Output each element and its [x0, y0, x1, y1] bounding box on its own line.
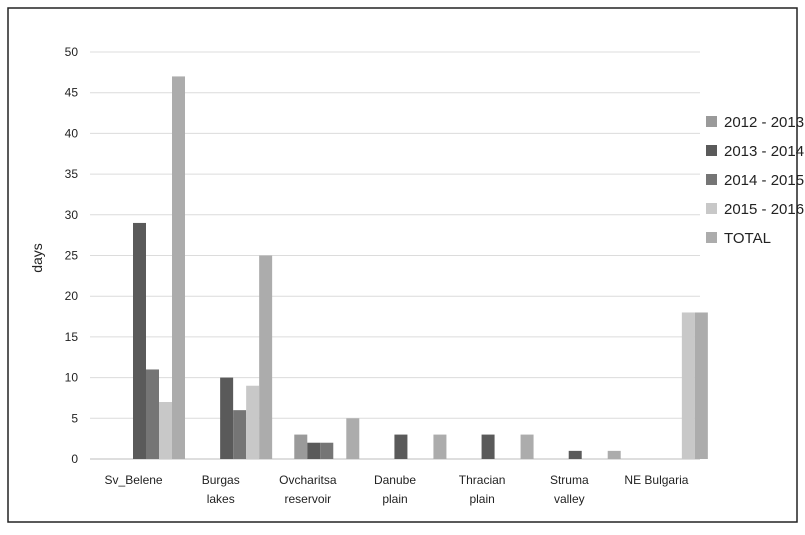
bar: [320, 442, 334, 459]
legend-label: TOTAL: [724, 230, 771, 247]
legend: 2012 - 2013 2013 - 2014 2014 - 2015 2015 - …: [706, 114, 804, 247]
x-tick-label: Thracian plain: [459, 473, 506, 506]
gridlines: [90, 51, 700, 460]
x-axis: Sv_Belene Burgas lakes Ovcharitsa reservoir D…: [105, 473, 689, 506]
y-tick-label: 5: [71, 411, 78, 425]
legend-swatch: [706, 174, 717, 185]
bar: [246, 385, 260, 459]
y-tick-label: 35: [65, 167, 79, 181]
bar: [607, 450, 621, 459]
bar: [433, 434, 447, 459]
y-tick-label: 20: [65, 289, 79, 303]
bar: [159, 402, 172, 459]
bar: [133, 222, 146, 459]
y-tick-label: 50: [65, 45, 79, 59]
bar: [172, 76, 185, 460]
y-tick-label: 45: [65, 86, 79, 100]
bar: [346, 418, 360, 459]
legend-label: 2013 - 2014: [724, 143, 804, 160]
bar: [481, 434, 495, 459]
y-tick-label: 25: [65, 249, 79, 263]
legend-label: 2014 - 2015: [724, 172, 804, 189]
bar: [259, 255, 273, 459]
bar: [520, 434, 534, 459]
y-tick-label: 40: [65, 126, 79, 140]
y-tick-label: 15: [65, 330, 79, 344]
x-tick-label: Burgas lakes: [202, 473, 240, 506]
bar: [694, 312, 708, 459]
y-axis-title: days: [29, 243, 45, 273]
y-tick-label: 10: [65, 371, 79, 385]
bar: [146, 369, 159, 459]
bar: [681, 312, 695, 459]
legend-swatch: [706, 232, 717, 243]
bar: [394, 434, 408, 459]
legend-swatch: [706, 145, 717, 156]
legend-swatch: [706, 116, 717, 127]
y-tick-label: 0: [71, 452, 78, 466]
x-tick-label: Sv_Belene: [105, 473, 163, 487]
y-axis: 0 5 10 15 20 25 30 35 40 45 50: [65, 45, 79, 466]
bar: [233, 410, 247, 459]
bar: [294, 434, 308, 459]
x-tick-label: Ovcharitsa reservoir: [279, 473, 337, 506]
y-tick-label: 30: [65, 208, 79, 222]
x-tick-label: NE Bulgaria: [624, 473, 688, 487]
legend-swatch: [706, 203, 717, 214]
bar: [220, 377, 234, 459]
legend-label: 2012 - 2013: [724, 114, 804, 131]
bar: [568, 450, 582, 459]
x-tick-label: Struma valley: [550, 473, 589, 506]
legend-label: 2015 - 2016: [724, 201, 804, 218]
bar: [307, 442, 321, 459]
bars: [133, 76, 708, 460]
x-tick-label: Danube plain: [374, 473, 416, 506]
